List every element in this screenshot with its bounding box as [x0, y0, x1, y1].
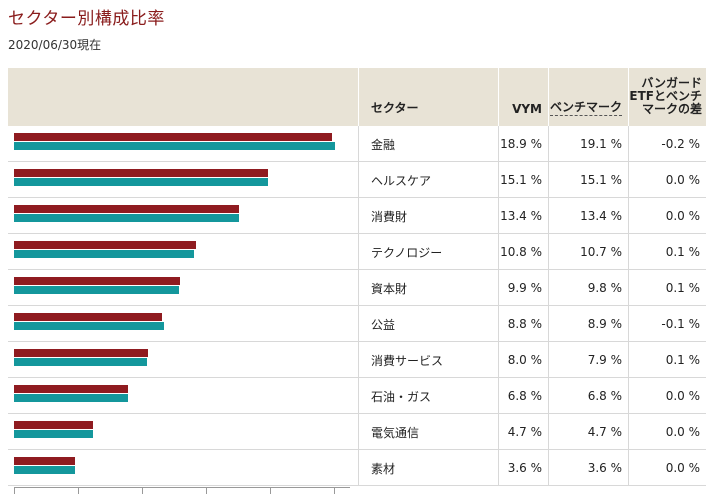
- axis-tick: [142, 488, 143, 494]
- benchmark-value: 7.9 %: [587, 353, 622, 367]
- sector-label: 公益: [371, 317, 396, 332]
- vym-value: 9.9 %: [507, 281, 542, 295]
- vym-value: 3.6 %: [507, 461, 542, 475]
- diff-value: 0.1 %: [665, 281, 700, 295]
- table-row: 消費財 13.4 % 13.4 % 0.0 %: [8, 198, 706, 234]
- bar-benchmark: [14, 250, 194, 258]
- axis-tick: [334, 488, 335, 494]
- sector-label: 電気通信: [371, 425, 420, 440]
- table-row: テクノロジー 10.8 % 10.7 % 0.1 %: [8, 234, 706, 270]
- bar-vym: [14, 205, 240, 213]
- bar-vym: [14, 241, 196, 249]
- benchmark-value: 10.7 %: [580, 245, 622, 259]
- benchmark-value: 9.8 %: [587, 281, 622, 295]
- axis-tick: [206, 488, 207, 494]
- table-row: 公益 8.8 % 8.9 % -0.1 %: [8, 306, 706, 342]
- table-row: 金融 18.9 % 19.1 % -0.2 %: [8, 126, 706, 162]
- table-row: 資本財 9.9 % 9.8 % 0.1 %: [8, 270, 706, 306]
- table-header: セクター VYM ベンチマーク バンガード ETFとベンチ マークの差: [8, 68, 706, 126]
- sector-label: 素材: [371, 461, 396, 476]
- chart-title: セクター別構成比率: [8, 9, 165, 29]
- bar-vym: [14, 169, 268, 177]
- vym-value: 18.9 %: [500, 137, 542, 151]
- table-row: 電気通信 4.7 % 4.7 % 0.0 %: [8, 414, 706, 450]
- bar-vym: [14, 385, 129, 393]
- vym-value: 13.4 %: [500, 209, 542, 223]
- sector-label: ヘルスケア: [371, 173, 432, 188]
- benchmark-value: 8.9 %: [587, 317, 622, 331]
- vym-value: 15.1 %: [500, 173, 542, 187]
- vym-value: 6.8 %: [507, 389, 542, 403]
- header-vym: VYM: [512, 102, 542, 116]
- bar-benchmark: [14, 358, 147, 366]
- header-benchmark[interactable]: ベンチマーク: [548, 68, 628, 126]
- benchmark-value: 15.1 %: [580, 173, 622, 187]
- benchmark-value: 4.7 %: [587, 425, 622, 439]
- table-row: 素材 3.6 % 3.6 % 0.0 %: [8, 450, 706, 486]
- vym-value: 4.7 %: [507, 425, 542, 439]
- table-row: 石油・ガス 6.8 % 6.8 % 0.0 %: [8, 378, 706, 414]
- benchmark-value: 13.4 %: [580, 209, 622, 223]
- vym-value: 10.8 %: [500, 245, 542, 259]
- header-diff-line2: ETFとベンチ: [629, 89, 702, 103]
- benchmark-value: 19.1 %: [580, 137, 622, 151]
- bar-benchmark: [14, 178, 268, 186]
- bar-benchmark: [14, 394, 129, 402]
- diff-value: 0.0 %: [665, 209, 700, 223]
- bar-benchmark: [14, 322, 164, 330]
- header-sector: セクター: [371, 101, 419, 115]
- bar-vym: [14, 421, 93, 429]
- bar-benchmark: [14, 286, 179, 294]
- sector-label: テクノロジー: [371, 245, 443, 260]
- bar-vym: [14, 133, 332, 141]
- bar-vym: [14, 313, 162, 321]
- sector-label: 資本財: [371, 281, 408, 296]
- header-diff: バンガード ETFとベンチ マークの差: [628, 68, 706, 126]
- diff-value: -0.2 %: [661, 137, 700, 151]
- bar-vym: [14, 277, 181, 285]
- vym-value: 8.0 %: [507, 353, 542, 367]
- axis-tick: [78, 488, 79, 494]
- vym-value: 8.8 %: [507, 317, 542, 331]
- x-axis: [14, 487, 350, 494]
- header-diff-line3: マークの差: [641, 102, 702, 116]
- bar-benchmark: [14, 466, 75, 474]
- as-of-date: 2020/06/30現在: [8, 38, 102, 52]
- axis-tick: [14, 488, 15, 494]
- diff-value: -0.1 %: [661, 317, 700, 331]
- diff-value: 0.0 %: [665, 425, 700, 439]
- table-row: ヘルスケア 15.1 % 15.1 % 0.0 %: [8, 162, 706, 198]
- benchmark-value: 6.8 %: [587, 389, 622, 403]
- bar-benchmark: [14, 430, 93, 438]
- bar-benchmark: [14, 142, 335, 150]
- sector-label: 消費サービス: [371, 353, 444, 368]
- sector-label: 消費財: [371, 209, 408, 224]
- sector-label: 金融: [371, 137, 396, 152]
- diff-value: 0.0 %: [665, 173, 700, 187]
- diff-value: 0.0 %: [665, 461, 700, 475]
- diff-value: 0.1 %: [665, 245, 700, 259]
- sector-table: セクター VYM ベンチマーク バンガード ETFとベンチ マークの差 金融 18…: [8, 68, 706, 486]
- bar-vym: [14, 457, 75, 465]
- header-benchmark-label[interactable]: ベンチマーク: [549, 100, 622, 116]
- bar-benchmark: [14, 214, 240, 222]
- header-diff-line1: バンガード: [641, 76, 702, 90]
- benchmark-value: 3.6 %: [587, 461, 622, 475]
- table-body: 金融 18.9 % 19.1 % -0.2 % ヘルスケア 15.1 % 15.1 % 0.0…: [8, 126, 706, 486]
- diff-value: 0.1 %: [665, 353, 700, 367]
- bar-vym: [14, 349, 149, 357]
- sector-label: 石油・ガス: [371, 389, 432, 404]
- table-row: 消費サービス 8.0 % 7.9 % 0.1 %: [8, 342, 706, 378]
- diff-value: 0.0 %: [665, 389, 700, 403]
- axis-tick: [270, 488, 271, 494]
